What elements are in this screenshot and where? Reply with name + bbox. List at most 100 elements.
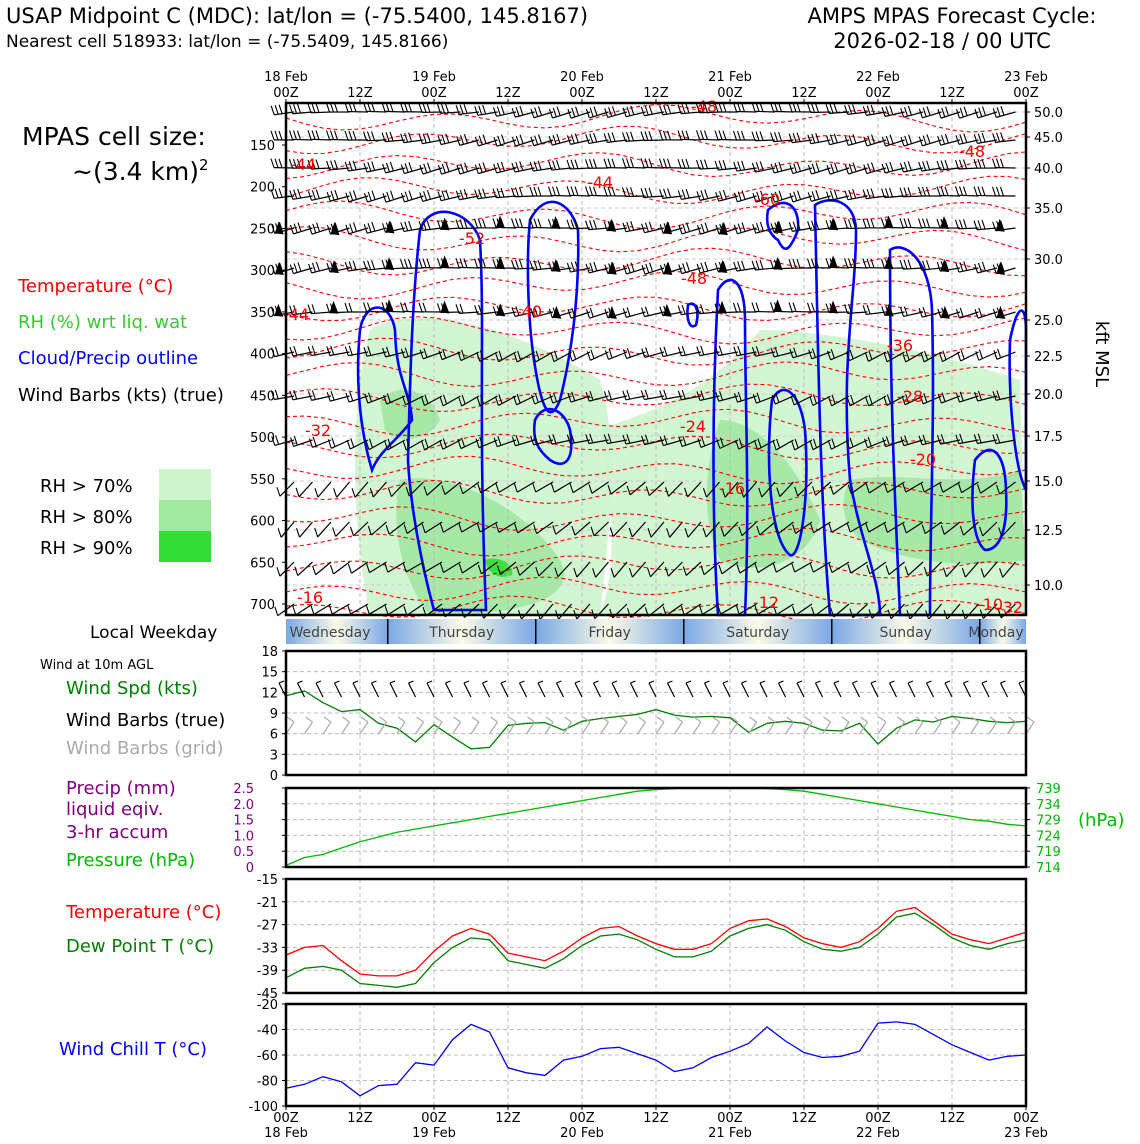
panel-ytick-label: -80 [257, 1075, 278, 1090]
kft-tick-label: 22.5 [1034, 350, 1063, 365]
title-right-line1: AMPS MPAS Forecast Cycle: [808, 4, 1097, 28]
pressure-label: Pressure (hPa) [66, 850, 195, 871]
bottom-hour-label: 00Z [1013, 1111, 1039, 1126]
pressure-tick-label: 739 [1036, 782, 1061, 797]
top-date-label: 20 Feb [560, 70, 604, 85]
top-date-label: 19 Feb [412, 70, 456, 85]
wind-barb [644, 167, 664, 168]
temperature-contour-label: -44 [587, 173, 613, 192]
pressure-tick-label: 400 [250, 348, 275, 363]
legend-rh: RH (%) wrt liq. wat [18, 312, 187, 333]
top-hour-label: 12Z [495, 86, 521, 101]
top-hour-label: 12Z [643, 86, 669, 101]
bottom-date-label: 20 Feb [560, 1126, 604, 1140]
precip-tick-label: 1.0 [233, 829, 254, 844]
wind-barb [515, 196, 535, 197]
top-hour-label: 00Z [1013, 86, 1039, 101]
wind-barb [848, 267, 868, 268]
wind-barb [959, 195, 979, 196]
pressure-tick-label: 550 [250, 473, 275, 488]
kft-tick-label: 50.0 [1034, 106, 1063, 121]
pressure-tick-label: 714 [1036, 861, 1061, 876]
kft-tick-label: 10.0 [1034, 579, 1063, 594]
bottom-date-label: 19 Feb [412, 1126, 456, 1140]
wind-barb [404, 311, 424, 312]
legend-rh70-swatch [159, 469, 211, 500]
weekday-label: Thursday [428, 625, 494, 641]
top-date-label: 18 Feb [264, 70, 308, 85]
precip-tick-label: 1.5 [233, 814, 254, 829]
bottom-hour-label: 00Z [273, 1111, 299, 1126]
wind-barb [293, 139, 313, 140]
wind-barb [977, 195, 997, 196]
wind-barb [755, 140, 775, 141]
temperature-contour-label: -48 [681, 269, 707, 288]
temperature-contour-label: -48 [691, 97, 717, 116]
windchill-label: Wind Chill T (°C) [59, 1039, 207, 1060]
wind-barb [367, 140, 387, 141]
windchill-panel: -20-40-60-80-100 [248, 998, 1026, 1115]
precip-tick-label: 0 [246, 861, 254, 876]
bottom-hour-label: 00Z [421, 1111, 447, 1126]
dewpoint-label: Dew Point T (°C) [66, 936, 214, 957]
wind-barb [700, 139, 720, 140]
bottom-date-label: 21 Feb [708, 1126, 752, 1140]
panel-ytick-label: -20 [257, 998, 278, 1013]
top-hour-label: 00Z [569, 86, 595, 101]
bottom-date-label: 18 Feb [264, 1126, 308, 1140]
kft-tick-label: 15.0 [1034, 475, 1063, 490]
precip-tick-label: 0.5 [233, 845, 254, 860]
top-hour-label: 00Z [421, 86, 447, 101]
wind-barb [774, 111, 794, 112]
temperature-contour-label: -12 [753, 593, 779, 612]
kft-tick-label: 30.0 [1034, 253, 1063, 268]
bottom-hour-label: 12Z [643, 1111, 669, 1126]
precip-label-3: 3-hr accum [66, 822, 168, 843]
wind-barbs-true-label: Wind Barbs (true) [66, 710, 225, 731]
panel-ytick-label: -15 [257, 873, 278, 888]
temperature-contour-label: -36 [887, 336, 913, 355]
top-hour-label: 00Z [717, 86, 743, 101]
bottom-hour-label: 00Z [569, 1111, 595, 1126]
bottom-hour-label: 12Z [347, 1111, 373, 1126]
pressure-tick-label: 734 [1036, 798, 1061, 813]
pressure-tick-label: 600 [250, 515, 275, 530]
top-hour-label: 00Z [273, 86, 299, 101]
temperature-contour-label: -48 [959, 142, 985, 161]
kft-tick-label: 25.0 [1034, 314, 1063, 329]
kft-msl-label: kft MSL [1091, 321, 1112, 387]
weekday-label: Sunday [880, 625, 932, 641]
wind-barb [755, 111, 775, 112]
kft-tick-label: 35.0 [1034, 202, 1063, 217]
legend-rh90-swatch [159, 531, 211, 562]
pressure-tick-label: 350 [250, 306, 275, 321]
wind-barb [589, 195, 609, 196]
weekday-label: Saturday [726, 625, 789, 641]
legend-temperature: Temperature (°C) [17, 276, 173, 297]
pressure-tick-label: 200 [250, 181, 275, 196]
temperature-contour-label: -52 [459, 229, 485, 248]
kft-tick-label: 45.0 [1034, 131, 1063, 146]
top-date-label: 23 Feb [1004, 70, 1048, 85]
top-date-label: 21 Feb [708, 70, 752, 85]
panel-ytick-label: 15 [261, 666, 278, 681]
panel-ytick-label: 9 [270, 707, 278, 722]
panel-ytick-label: 12 [261, 686, 278, 701]
pressure-unit-label: (hPa) [1078, 810, 1125, 831]
weekday-label: Wednesday [289, 625, 370, 641]
wind-barb [367, 111, 387, 112]
wind-spd-label: Wind Spd (kts) [66, 678, 198, 699]
top-hour-label: 12Z [791, 86, 817, 101]
temp-label: Temperature (°C) [65, 902, 221, 923]
bottom-hour-label: 12Z [495, 1111, 521, 1126]
kft-tick-label: 40.0 [1034, 162, 1063, 177]
bottom-hour-label: 12Z [791, 1111, 817, 1126]
wind-barb [681, 139, 701, 140]
pressure-tick-label: 250 [250, 222, 275, 237]
pressure-tick-label: 450 [250, 389, 275, 404]
legend-rh80: RH > 80% [40, 507, 133, 528]
temperature-contour-label: -24 [680, 417, 706, 436]
